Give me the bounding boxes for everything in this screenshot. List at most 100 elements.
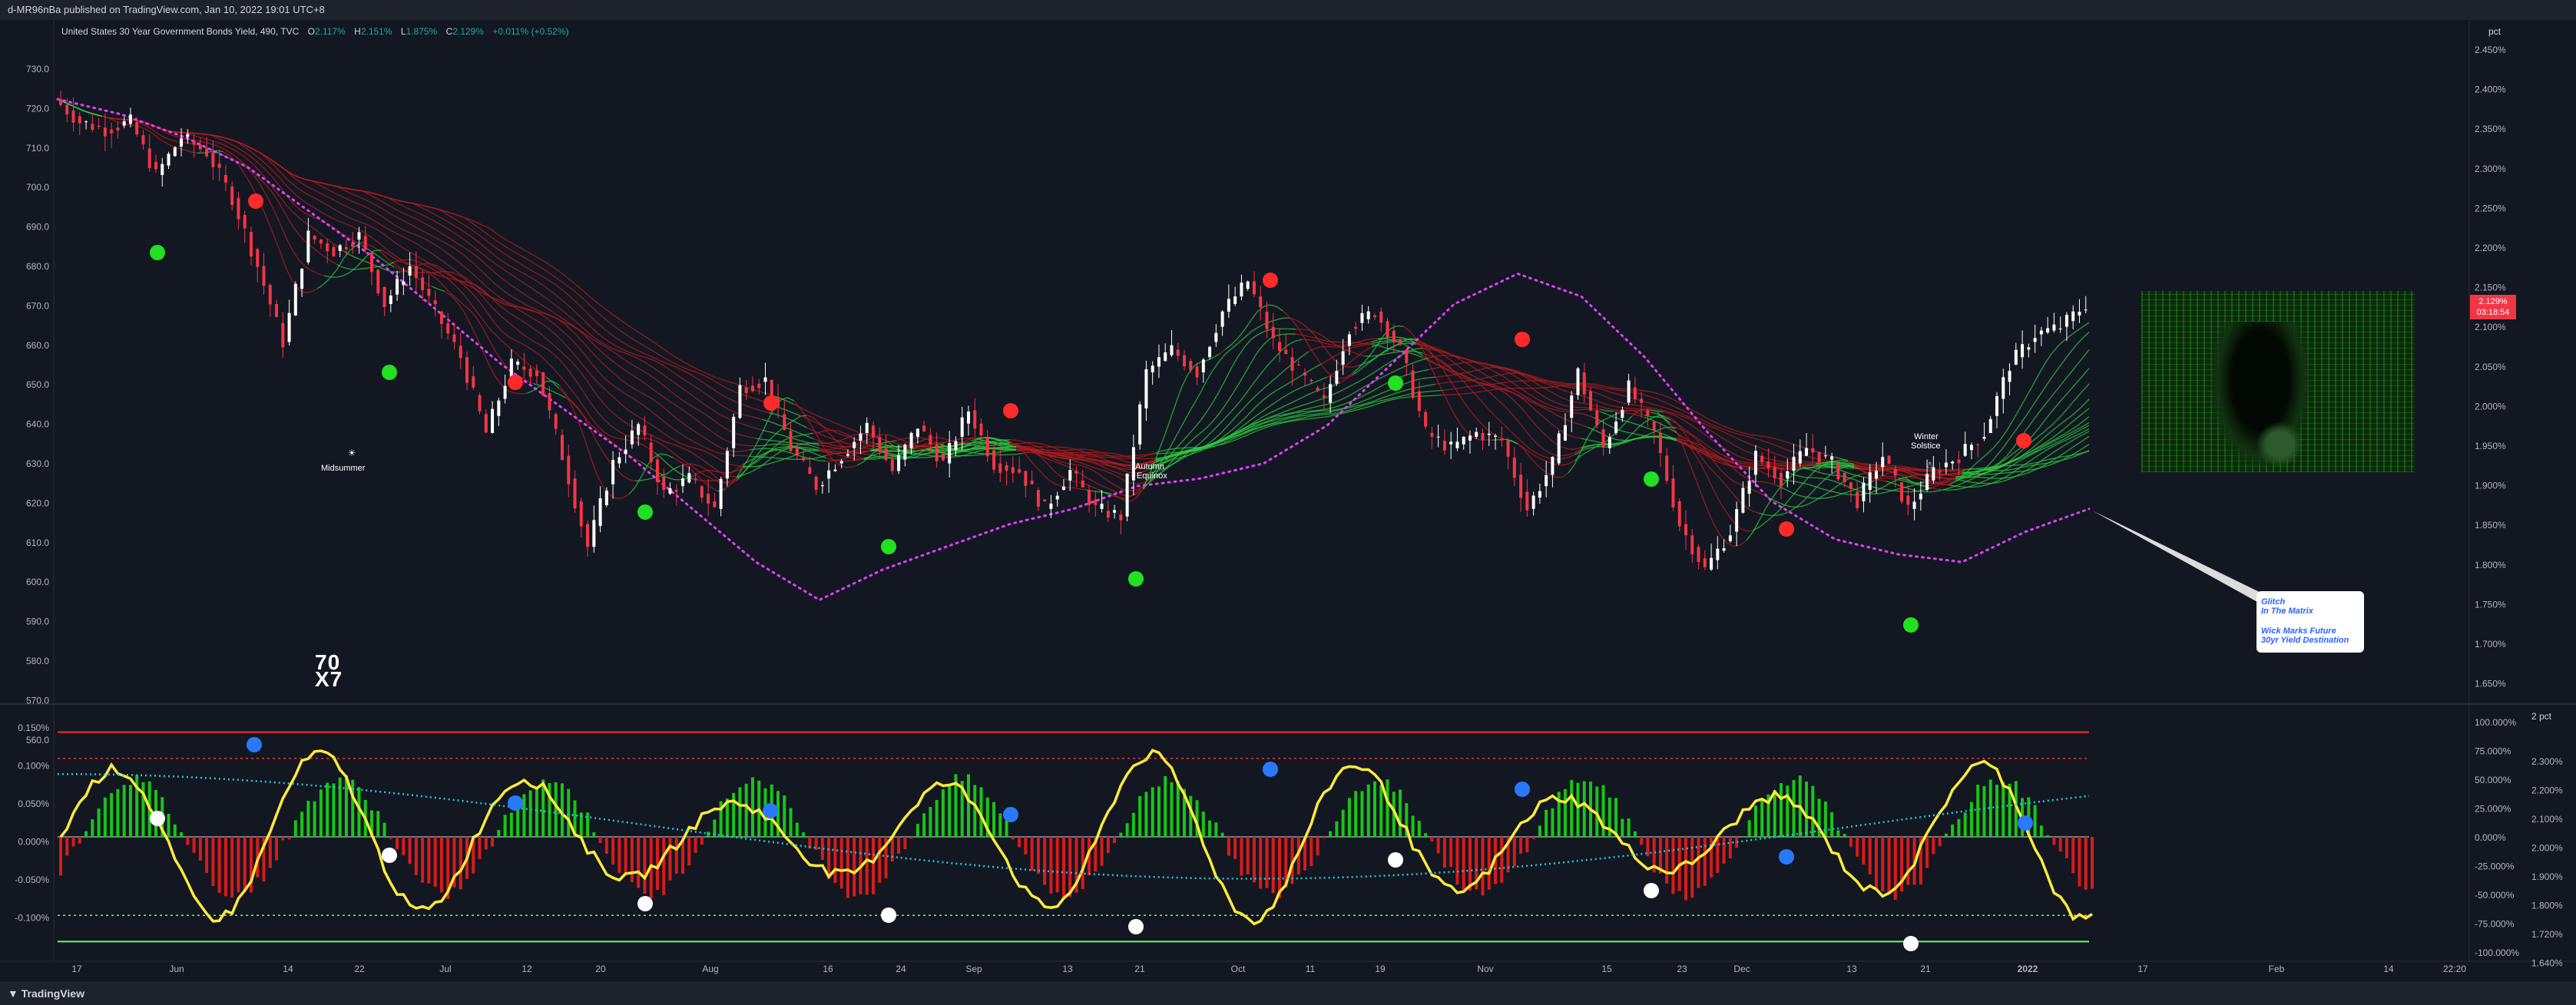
ribbon-segment bbox=[578, 369, 585, 378]
ribbon-segment bbox=[1581, 448, 1588, 451]
ribbon-segment bbox=[152, 133, 160, 140]
left-tick-label: 580.0 bbox=[26, 656, 49, 666]
ribbon-segment bbox=[781, 458, 788, 460]
ribbon-segment bbox=[1727, 513, 1734, 523]
right-tick-label: 1.800% bbox=[2475, 560, 2506, 570]
ribbon-segment bbox=[1955, 485, 1962, 488]
ribbon-segment bbox=[1137, 482, 1144, 485]
ribbon-segment bbox=[1930, 483, 1937, 486]
ribbon-segment bbox=[1904, 477, 1912, 482]
ribbon-segment bbox=[298, 208, 306, 214]
ribbon-segment bbox=[502, 360, 509, 369]
ribbon-segment bbox=[311, 205, 319, 211]
ribbon-segment bbox=[1429, 359, 1435, 364]
ribbon-segment bbox=[286, 204, 293, 213]
ribbon-segment bbox=[1117, 476, 1124, 481]
ribbon-segment bbox=[2006, 448, 2014, 457]
ribbon-segment bbox=[1625, 433, 1633, 441]
ribbon-segment bbox=[438, 274, 445, 278]
ribbon-segment bbox=[1759, 481, 1766, 483]
ribbon-segment bbox=[514, 316, 521, 321]
ribbon-segment bbox=[743, 460, 750, 465]
ribbon-segment bbox=[1993, 439, 2001, 448]
ribbon-segment bbox=[1422, 355, 1429, 360]
ribbon-segment bbox=[527, 362, 535, 369]
ribbon-segment bbox=[253, 159, 261, 166]
ribbon-segment bbox=[1009, 439, 1017, 441]
ribbon-segment bbox=[451, 293, 459, 300]
ribbon-segment bbox=[476, 311, 484, 320]
ribbon-segment bbox=[1003, 441, 1010, 444]
ribbon-segment bbox=[1098, 468, 1106, 472]
ribbon-segment bbox=[1104, 486, 1112, 491]
ribbon-segment bbox=[1136, 486, 1144, 491]
ribbon-segment bbox=[260, 172, 268, 180]
ribbon-segment bbox=[615, 468, 624, 476]
ribbon-segment bbox=[1213, 353, 1220, 359]
ribbon-segment bbox=[711, 487, 718, 492]
ribbon-segment bbox=[1212, 413, 1220, 422]
ribbon-segment bbox=[425, 264, 432, 269]
ribbon-segment bbox=[1453, 413, 1462, 425]
ribbon-segment bbox=[1244, 362, 1252, 375]
ribbon-segment bbox=[445, 270, 452, 273]
ribbon-segment bbox=[1905, 470, 1912, 473]
ribbon-segment bbox=[952, 455, 959, 458]
ribbon-segment bbox=[793, 415, 801, 421]
right-tick-label: 2.200% bbox=[2475, 243, 2506, 253]
ribbon-segment bbox=[165, 142, 173, 147]
ribbon-segment bbox=[2038, 405, 2045, 414]
ribbon-segment bbox=[2006, 453, 2014, 459]
ribbon-segment bbox=[1073, 459, 1080, 464]
ribbon-segment bbox=[730, 479, 737, 484]
ribbon-segment bbox=[1594, 445, 1601, 448]
ribbon-segment bbox=[286, 185, 293, 193]
ribbon-segment bbox=[432, 263, 439, 267]
ribbon-segment bbox=[1886, 478, 1892, 480]
ribbon-segment bbox=[1091, 480, 1099, 485]
ribbon-segment bbox=[463, 281, 471, 283]
ribbon-segment bbox=[488, 328, 496, 336]
ribbon-segment bbox=[902, 439, 909, 443]
ribbon-segment bbox=[514, 339, 521, 344]
chart-canvas[interactable]: United States 30 Year Government Bonds Y… bbox=[0, 20, 2576, 982]
ribbon-segment bbox=[743, 445, 750, 447]
ribbon-segment bbox=[1479, 421, 1487, 429]
ribbon-segment bbox=[2069, 365, 2077, 374]
ribbon-segment bbox=[755, 457, 763, 463]
ribbon-segment bbox=[515, 392, 521, 395]
ribbon-segment bbox=[1409, 330, 1417, 339]
ribbon-segment bbox=[1111, 494, 1118, 498]
ribbon-segment bbox=[1308, 339, 1315, 342]
ribbon-segment bbox=[317, 210, 325, 215]
ribbon-segment bbox=[552, 343, 560, 351]
ribbon-segment bbox=[1219, 379, 1227, 392]
ribbon-segment bbox=[558, 349, 566, 356]
ribbon-segment bbox=[508, 312, 515, 317]
ribbon-segment bbox=[393, 266, 401, 270]
ribbon-segment bbox=[1886, 466, 1892, 468]
ribbon-segment bbox=[2063, 352, 2071, 362]
ribbon-segment bbox=[1746, 461, 1753, 464]
ribbon-segment bbox=[1250, 311, 1258, 321]
ribbon-segment bbox=[2057, 381, 2064, 390]
ribbon-segment bbox=[1511, 413, 1518, 422]
ribbon-segment bbox=[1257, 369, 1264, 379]
ribbon-segment bbox=[2018, 415, 2026, 426]
ribbon-segment bbox=[889, 434, 896, 438]
ribbon-segment bbox=[1886, 475, 1892, 478]
ribbon-segment bbox=[1663, 418, 1670, 426]
ribbon-segment bbox=[502, 330, 509, 337]
ribbon-segment bbox=[1079, 461, 1087, 465]
ribbon-segment bbox=[2050, 388, 2058, 398]
ribbon-segment bbox=[1720, 503, 1728, 514]
ribbon-segment bbox=[1250, 352, 1258, 363]
ribbon-segment bbox=[781, 443, 788, 445]
ribbon-segment bbox=[774, 457, 782, 459]
ribbon-segment bbox=[1231, 342, 1239, 349]
ribbon-segment bbox=[1117, 486, 1124, 491]
ribbon-segment bbox=[1308, 329, 1315, 332]
ribbon-segment bbox=[1225, 366, 1233, 380]
ribbon-segment bbox=[774, 446, 782, 450]
ribbon-segment bbox=[451, 281, 459, 289]
